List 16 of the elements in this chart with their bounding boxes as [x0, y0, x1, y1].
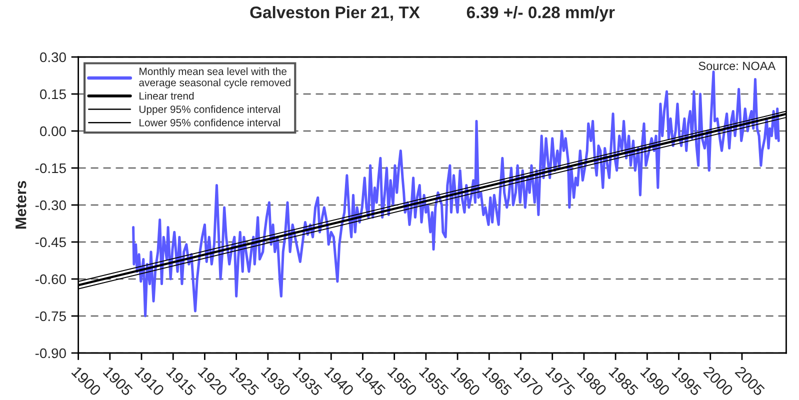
y-axis-title: Meters: [16, 181, 26, 229]
annotation: Source: NOAA: [698, 62, 776, 70]
legend-label: Lower 95% confidence interval: [140, 118, 280, 126]
legend-label: Monthly mean sea level with the average seasonal cycle removed: [139, 67, 290, 88]
y-tick-label: -0.15: [35, 163, 66, 174]
chart-title: Galveston Pier 21, TX 6.39 +/- 0.28 mm/yr: [250, 6, 615, 22]
y-tick-label: -0.45: [35, 237, 66, 248]
legend-label: Linear trend: [140, 92, 194, 100]
y-tick-label: -0.30: [35, 200, 66, 210]
y-tick-label: -0.75: [35, 311, 66, 322]
legend-label: Upper 95% confidence interval: [140, 105, 280, 116]
y-tick-label: 0.30: [40, 52, 66, 62]
y-tick-label: 0.15: [40, 89, 66, 100]
y-tick-label: -0.60: [35, 274, 66, 284]
y-tick-label: -0.90: [35, 348, 66, 358]
y-tick-label: 0.00: [40, 126, 66, 136]
